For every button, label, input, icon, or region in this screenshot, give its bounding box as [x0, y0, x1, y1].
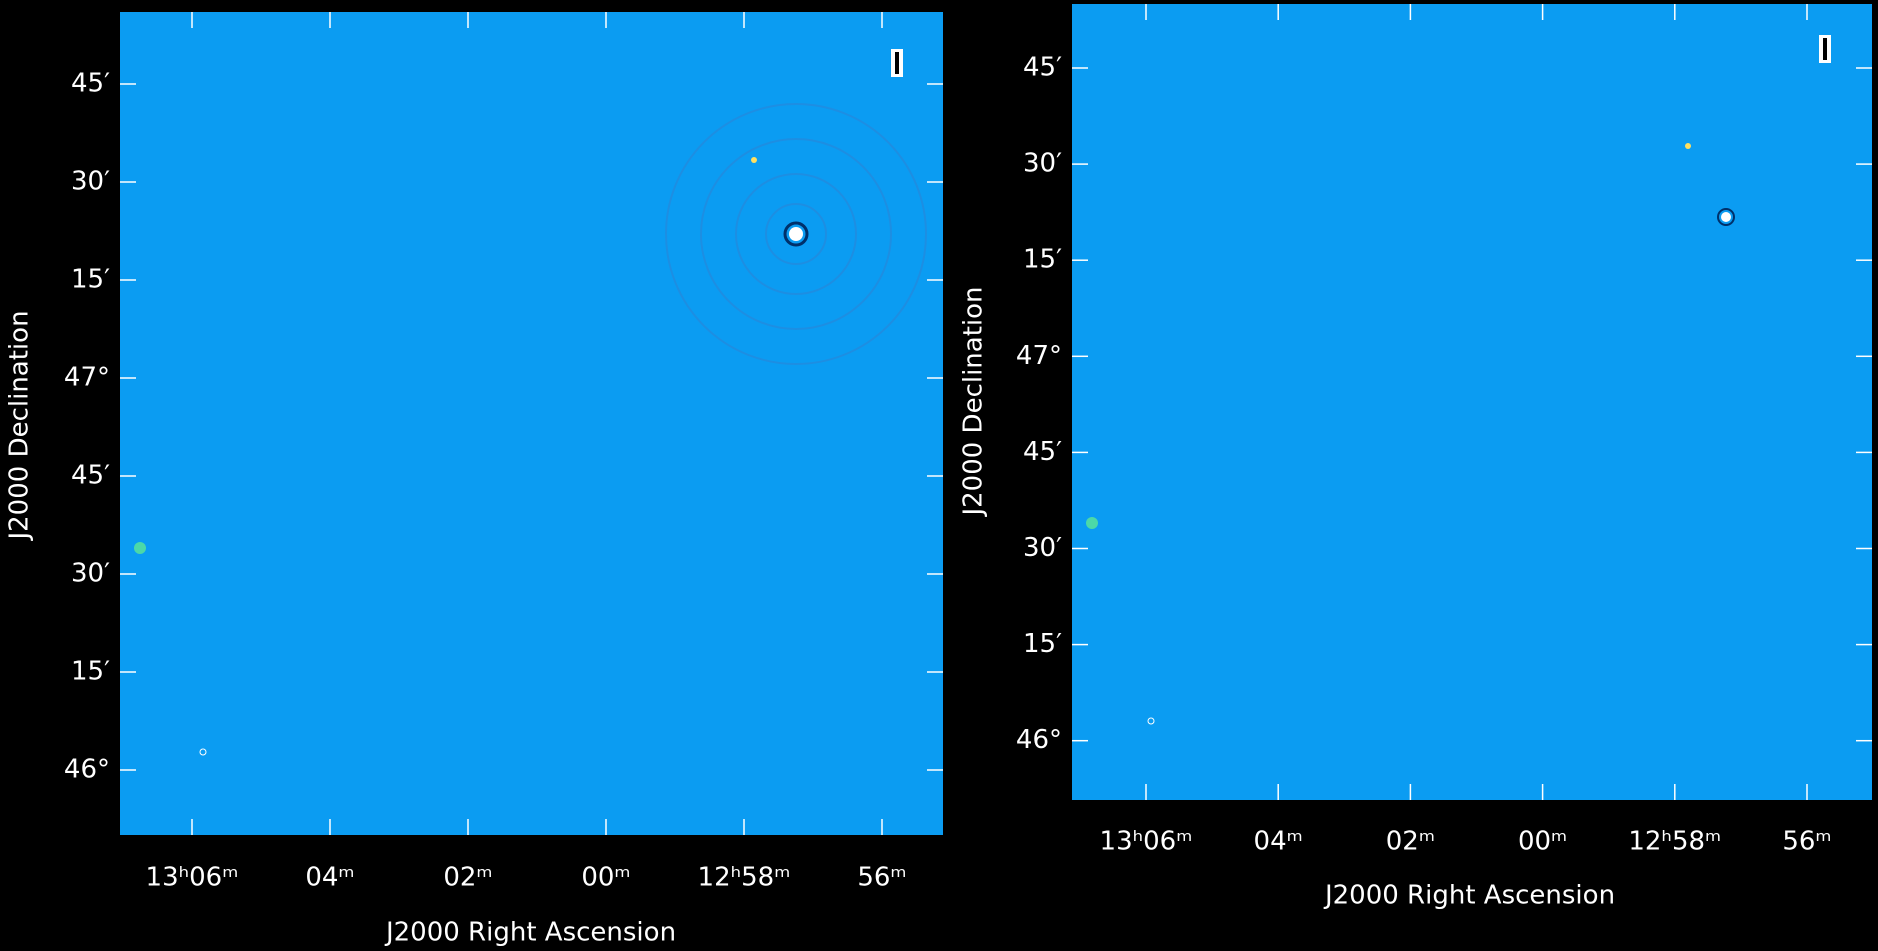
x-axis-label: J2000 Right Ascension: [384, 918, 676, 948]
x-tick-label: 56ᵐ: [1782, 827, 1831, 857]
x-tick-label: 00ᵐ: [581, 863, 630, 893]
source: [751, 157, 757, 163]
marker-inner: [1823, 38, 1827, 60]
panel-left: 13ʰ06ᵐ 04ᵐ 02ᵐ 00ᵐ 12ʰ58ᵐ 56ᵐ 45′ 30′ 15′ 47° 45′ 3…: [5, 12, 943, 948]
x-axis-label: J2000 Right Ascension: [1323, 881, 1615, 911]
x-tick-label: 04ᵐ: [1254, 827, 1303, 857]
y-tick-label: 30′: [71, 167, 110, 197]
y-tick-label: 30′: [1023, 149, 1062, 179]
marker-inner: [895, 52, 899, 74]
x-tick-label: 02ᵐ: [443, 863, 492, 893]
y-tick-label: 30′: [71, 559, 110, 589]
bright-source: [789, 227, 803, 241]
sky-image: [1072, 4, 1872, 800]
x-tick-label: 56ᵐ: [857, 863, 906, 893]
x-tick-label: 13ʰ06ᵐ: [1100, 827, 1193, 857]
source-halo: [783, 221, 809, 247]
x-tick-label: 12ʰ58ᵐ: [1628, 827, 1721, 857]
source: [1685, 143, 1691, 149]
sidelobe-rings: [665, 103, 927, 365]
y-axis-label: J2000 Declination: [5, 310, 35, 541]
y-tick-label: 45′: [71, 69, 110, 99]
y-tick-label: 46°: [64, 755, 110, 785]
x-tick-label: 04ᵐ: [305, 863, 354, 893]
y-tick-label: 47°: [1016, 341, 1062, 371]
source-halo: [1717, 208, 1735, 226]
source: [1086, 517, 1098, 529]
y-tick-label: 45′: [1023, 437, 1062, 467]
source: [134, 542, 146, 554]
y-tick-label: 15′: [1023, 245, 1062, 275]
sky-image: [120, 12, 943, 835]
y-tick-label: 15′: [71, 657, 110, 687]
x-tick-label: 02ᵐ: [1386, 827, 1435, 857]
panel-right: 13ʰ06ᵐ 04ᵐ 02ᵐ 00ᵐ 12ʰ58ᵐ 56ᵐ 45′ 30′ 15′ 47° 45′ 3…: [959, 4, 1872, 911]
x-tick-label: 13ʰ06ᵐ: [146, 863, 239, 893]
y-axis-label: J2000 Declination: [959, 286, 989, 517]
beam: [199, 748, 207, 756]
y-tick-label: 30′: [1023, 533, 1062, 563]
y-tick-label: 45′: [1023, 53, 1062, 83]
bright-source: [1721, 212, 1731, 222]
y-tick-label: 46°: [1016, 725, 1062, 755]
y-tick-label: 15′: [1023, 629, 1062, 659]
y-tick-label: 47°: [64, 363, 110, 393]
beam: [1147, 717, 1155, 725]
x-tick-label: 12ʰ58ᵐ: [698, 863, 791, 893]
y-tick-label: 45′: [71, 461, 110, 491]
x-tick-label: 00ᵐ: [1518, 827, 1567, 857]
y-tick-label: 15′: [71, 265, 110, 295]
